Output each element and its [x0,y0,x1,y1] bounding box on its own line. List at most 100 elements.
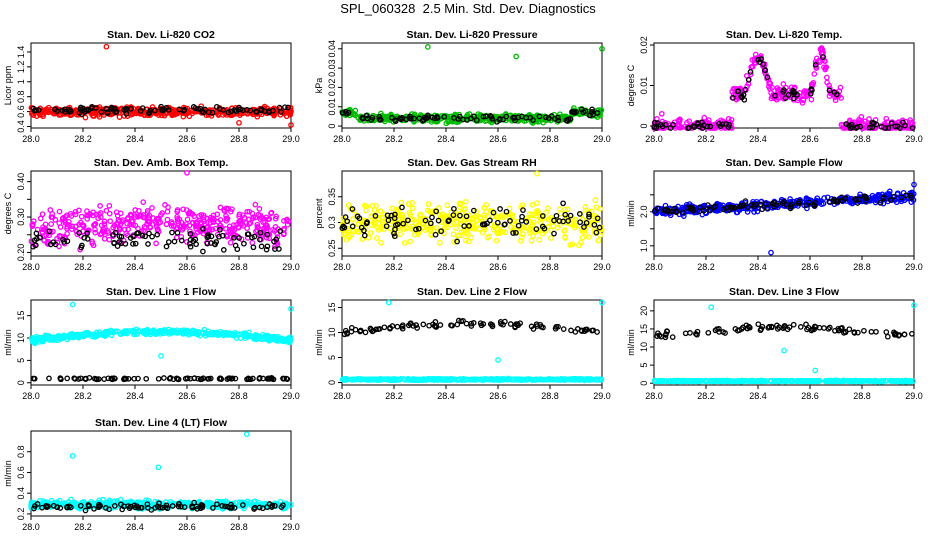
x-tick-label: 28.2 [697,134,715,144]
y-axis-label: ml/min [3,460,13,487]
data-point [220,330,227,337]
data-point-black [234,246,241,253]
data-point-black [394,221,401,228]
data-point-black [896,332,903,338]
data-point-black [515,114,522,121]
data-point-black [779,200,786,207]
y-tick-label: 0.20 [16,244,26,262]
data-point [88,333,95,340]
data-point [820,56,826,63]
data-point-black [37,234,43,241]
data-point [698,377,705,384]
data-point-black [489,322,495,328]
data-point-black [159,107,166,114]
data-point-black [460,317,466,324]
data-point [529,201,536,208]
data-point [60,215,66,221]
data-point-black [118,240,125,247]
data-point [352,112,359,119]
data-point [891,378,898,384]
x-tick-label: 28.8 [853,134,871,144]
data-point-black [594,215,601,222]
data-point-black [774,322,780,329]
data-point [172,111,178,117]
data-point-black [772,92,778,99]
data-point [74,331,80,338]
data-point [595,237,602,244]
data-point-black [263,246,270,253]
outlier-point [288,306,294,312]
data-point [458,200,464,207]
data-point [387,376,394,383]
data-point-black [161,375,167,381]
data-point-black [577,219,583,226]
data-point [73,228,80,235]
data-point-black [586,112,593,119]
data-point-black [225,375,232,382]
x-tick-label: 28.0 [333,391,351,401]
data-point [125,226,132,233]
data-point [157,330,164,337]
data-point [450,376,457,383]
data-point-black [578,106,585,113]
data-point-black [788,203,794,209]
y-tick-label: 0 [639,381,649,386]
data-point-black [515,322,522,329]
y-tick-label: 2.0 [639,206,649,219]
data-point-black [862,194,868,201]
data-point-black [826,198,833,205]
x-tick-label: 28.4 [126,134,144,144]
data-point-black [424,112,431,119]
data-point-black [720,329,726,335]
data-point [106,210,113,217]
outlier-point [513,53,520,60]
data-point-black [515,222,522,229]
data-point [462,206,469,212]
data-point [375,216,382,223]
data-point [90,212,96,219]
data-point [377,225,384,232]
x-tick-label: 29.0 [905,262,923,272]
data-point-black [484,220,490,227]
outlier-point [424,44,431,50]
data-point-black [57,375,64,381]
data-point [37,215,44,222]
data-point-black [152,107,158,114]
data-point [838,95,844,101]
data-point [546,223,552,230]
data-point-black [891,193,897,200]
x-tick-label: 28.4 [437,262,455,272]
data-point-black [738,202,745,209]
data-point [229,206,235,213]
data-point-black [758,56,765,62]
data-point-black [748,202,755,208]
data-point-black [258,243,265,250]
data-point-black [399,204,405,211]
outlier-point [103,43,110,50]
data-point [483,376,489,383]
data-point-black [264,231,270,238]
data-point [894,190,901,197]
data-point-black [220,107,227,113]
data-point-black [339,109,346,116]
data-point [528,237,535,244]
data-point-black [541,225,548,232]
data-point-black [392,117,398,123]
y-tick-label: 20 [639,306,649,316]
x-tick-label: 28.4 [126,391,144,401]
y-tick-label: 0.8 [16,90,26,103]
data-point [475,111,482,117]
data-point [373,235,380,241]
data-point [201,218,207,225]
data-point-black [139,105,146,111]
data-point [117,330,124,337]
data-point-black [438,228,445,235]
data-point [407,238,413,245]
plot-frame [30,42,292,129]
data-point-black [360,115,366,122]
data-point [256,335,262,341]
